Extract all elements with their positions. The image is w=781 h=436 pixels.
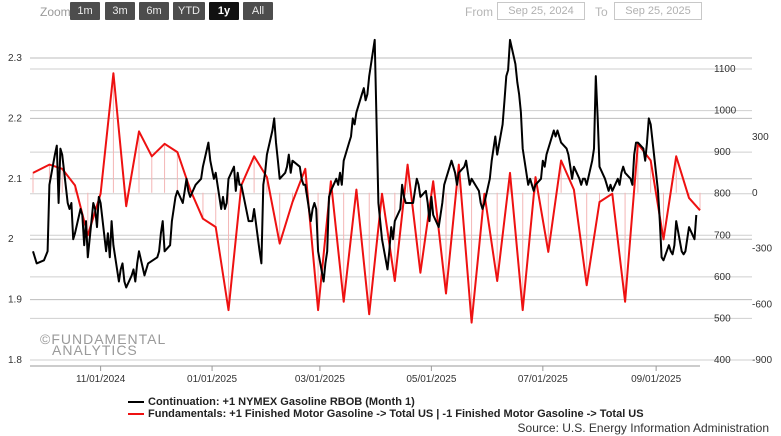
bar-11 <box>176 151 178 193</box>
legend-swatch-red <box>128 413 144 416</box>
mid-axis-tick-1: 1000 <box>714 106 737 117</box>
bar-50 <box>675 155 677 193</box>
bar-36 <box>496 192 498 279</box>
to-date-input[interactable]: Sep 25, 2025 <box>614 2 702 20</box>
x-axis-tick-1: 01/01/2025 <box>187 374 237 385</box>
bar-32 <box>445 192 447 291</box>
right-axis-tick-0: 300 <box>752 132 769 143</box>
zoom-button-ytd[interactable]: YTD <box>173 2 205 20</box>
series-line-black <box>32 38 698 289</box>
mid-axis-tick-4: 700 <box>714 230 731 241</box>
left-axis-tick-0: 2.3 <box>8 53 22 64</box>
bar-29 <box>407 164 409 193</box>
watermark-line1: FUNDAMENTAL <box>51 331 167 347</box>
bar-10 <box>164 143 166 193</box>
bar-8 <box>138 131 140 193</box>
mid-axis-tick-0: 1100 <box>714 64 736 75</box>
bar-44 <box>598 192 600 201</box>
legend-label-black: Continuation: +1 NYMEX Gasoline RBOB (Mo… <box>148 396 415 408</box>
x-axis-tick-5: 09/01/2025 <box>631 374 681 385</box>
bar-13 <box>202 192 204 218</box>
bar-49 <box>662 192 664 238</box>
legend-item-red[interactable]: Fundamentals: +1 Finished Motor Gasoline… <box>128 408 644 420</box>
zoom-label: Zoom <box>40 5 71 19</box>
from-label: From <box>465 5 493 19</box>
bar-2 <box>61 168 63 193</box>
right-axis-tick-1: 0 <box>752 188 758 199</box>
series-line-red <box>32 72 701 324</box>
bar-30 <box>419 192 421 271</box>
zoom-button-6m[interactable]: 6m <box>139 2 169 20</box>
mid-axis-tick-2: 900 <box>714 147 731 158</box>
legend-label-red: Fundamentals: +1 Finished Motor Gasoline… <box>148 408 644 420</box>
bar-41 <box>560 160 562 193</box>
left-axis-tick-3: 2 <box>8 234 14 245</box>
line-series <box>32 38 701 324</box>
x-axis-tick-3: 05/01/2025 <box>406 374 456 385</box>
bar-14 <box>215 192 217 226</box>
gridlines <box>30 57 752 361</box>
right-axis-tick-3: -600 <box>752 299 772 310</box>
left-axis-tick-1: 2.2 <box>8 113 22 124</box>
watermark-line2: ANALYTICS <box>52 342 138 358</box>
right-axis-tick-2: -300 <box>752 244 772 255</box>
bar-38 <box>522 192 524 308</box>
bar-43 <box>586 192 588 283</box>
x-axis-tick-0: 11/01/2024 <box>76 374 126 385</box>
bar-6 <box>112 74 114 193</box>
bar-24 <box>343 192 345 300</box>
zoom-button-1y[interactable]: 1y <box>209 2 239 20</box>
bar-1 <box>48 164 50 193</box>
bar-46 <box>624 192 626 300</box>
zoom-button-all[interactable]: All <box>243 2 273 20</box>
to-label: To <box>595 5 608 19</box>
bar-21 <box>304 168 306 193</box>
left-axis-tick-4: 1.9 <box>8 295 22 306</box>
zoom-button-3m[interactable]: 3m <box>105 2 135 20</box>
x-axis-tick-4: 07/01/2025 <box>518 374 568 385</box>
bar-20 <box>291 192 293 201</box>
bar-0 <box>32 172 34 193</box>
mid-axis-tick-6: 500 <box>714 313 731 324</box>
left-axis-tick-2: 2.1 <box>8 174 22 185</box>
bar-26 <box>368 192 370 312</box>
bar-19 <box>279 192 281 242</box>
bar-28 <box>394 192 396 279</box>
from-date-input[interactable]: Sep 25, 2024 <box>497 2 585 20</box>
mid-axis-tick-3: 800 <box>714 189 731 200</box>
mid-axis-tick-5: 600 <box>714 272 731 283</box>
right-axis-tick-4: -900 <box>752 355 772 366</box>
bar-52 <box>699 192 701 210</box>
bar-4 <box>87 192 89 234</box>
zoom-button-1m[interactable]: 1m <box>70 2 100 20</box>
bar-15 <box>228 192 230 308</box>
left-axis-tick-5: 1.8 <box>8 355 22 366</box>
bar-17 <box>253 155 255 193</box>
mid-axis-tick-7: 400 <box>714 355 731 366</box>
x-axis-tick-2: 03/01/2025 <box>295 374 345 385</box>
bar-18 <box>266 176 268 193</box>
legend-swatch-black <box>128 401 144 404</box>
bar-34 <box>471 192 473 320</box>
bar-40 <box>547 192 549 250</box>
bar-48 <box>650 160 652 193</box>
axes: 2.3 2.2 2.1 2 1.9 1.8 1100 1000 900 800 700 600 500 4… <box>8 53 772 385</box>
legend-item-black[interactable]: Continuation: +1 NYMEX Gasoline RBOB (Mo… <box>128 396 415 408</box>
source-note: Source: U.S. Energy Information Administ… <box>517 421 769 435</box>
bar-9 <box>151 155 153 193</box>
fundamental-analytics-watermark: ©FUNDAMENTAL ANALYTICS <box>40 331 167 358</box>
toolbar: Zoom 1m 3m 6m YTD 1y All From Sep 25, 20… <box>0 0 781 24</box>
bar-47 <box>637 143 639 193</box>
copyright-symbol: © <box>40 331 52 347</box>
